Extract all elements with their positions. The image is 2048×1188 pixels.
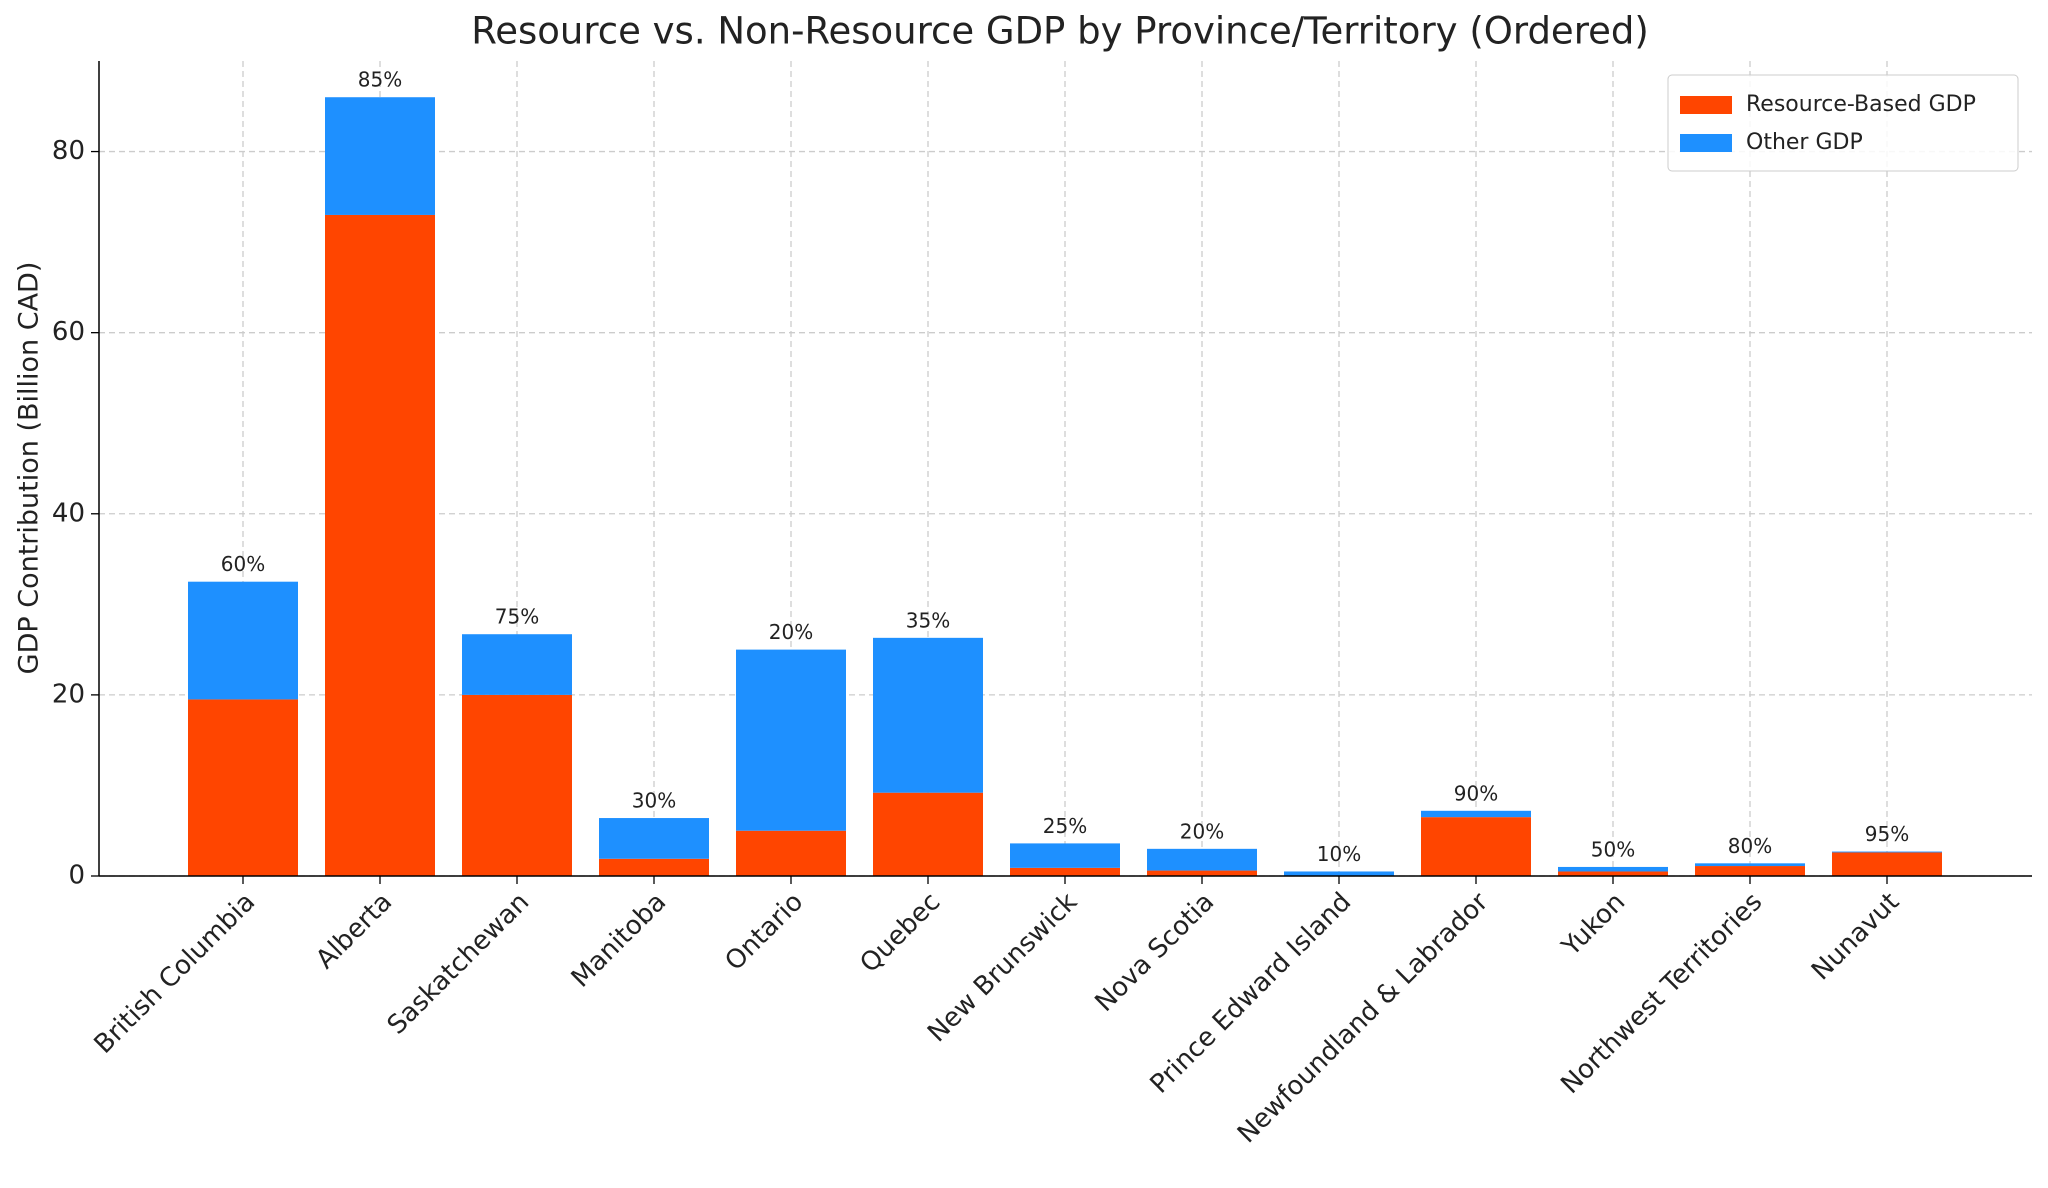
bar-segment bbox=[1558, 866, 1668, 872]
x-tick-label: British Columbia bbox=[89, 887, 262, 1060]
y-tick-label: 0 bbox=[68, 861, 85, 891]
y-tick-label: 60 bbox=[52, 317, 85, 347]
x-tick-label: Nunavut bbox=[1806, 887, 1905, 986]
y-tick-label: 40 bbox=[52, 498, 85, 528]
legend-box bbox=[1667, 74, 2019, 172]
bar-segment bbox=[599, 858, 709, 876]
bar-segment bbox=[1010, 867, 1120, 876]
bar-segment bbox=[188, 699, 298, 876]
legend-label: Other GDP bbox=[1746, 130, 1863, 155]
bar-segment bbox=[1147, 870, 1257, 876]
share-label: 75% bbox=[495, 605, 539, 629]
bar-segment bbox=[736, 830, 846, 876]
x-tick-label: Yukon bbox=[1556, 887, 1632, 963]
share-label: 85% bbox=[358, 68, 402, 92]
bar-segment bbox=[736, 649, 846, 831]
share-label: 25% bbox=[1043, 814, 1087, 838]
bar-segment bbox=[1695, 866, 1805, 876]
bar-segment bbox=[1832, 852, 1942, 876]
y-tick-label: 20 bbox=[52, 679, 85, 709]
bar-segment bbox=[188, 581, 298, 700]
x-tick-label: Nova Scotia bbox=[1089, 887, 1220, 1018]
share-label: 50% bbox=[1591, 837, 1635, 861]
legend-label: Resource-Based GDP bbox=[1746, 92, 1976, 117]
bar-segment bbox=[1010, 843, 1120, 868]
share-label: 10% bbox=[1317, 842, 1361, 866]
bar-segment bbox=[462, 634, 572, 695]
x-tick-label: Quebec bbox=[855, 887, 947, 979]
bar-segment bbox=[462, 694, 572, 876]
x-tick-label: Newfoundland & Labrador bbox=[1232, 887, 1494, 1149]
bar-segment bbox=[873, 792, 983, 876]
bar-segment bbox=[1695, 863, 1805, 867]
bar-segment bbox=[1558, 871, 1668, 876]
y-tick-label: 80 bbox=[52, 136, 85, 166]
bar-segment bbox=[1284, 871, 1394, 876]
x-tick-label: New Brunswick bbox=[922, 887, 1083, 1048]
bar-segment bbox=[873, 637, 983, 793]
legend-swatch bbox=[1680, 134, 1732, 152]
chart-title: Resource vs. Non-Resource GDP by Provinc… bbox=[471, 10, 1649, 53]
bar-segment bbox=[325, 214, 435, 876]
share-label: 20% bbox=[769, 620, 813, 644]
x-tick-label: Saskatchewan bbox=[382, 887, 536, 1041]
bar-segment bbox=[1421, 810, 1531, 818]
bar-segment bbox=[325, 97, 435, 215]
bar-segment bbox=[1147, 848, 1257, 871]
legend-swatch bbox=[1680, 96, 1732, 114]
bar-segment bbox=[1832, 851, 1942, 853]
share-label: 90% bbox=[1454, 781, 1498, 805]
x-tick-label: Ontario bbox=[720, 887, 810, 977]
y-axis-label: GDP Contribution (Billion CAD) bbox=[14, 262, 45, 675]
bar-segment bbox=[599, 818, 709, 859]
x-tick-label: Alberta bbox=[310, 887, 398, 975]
share-label: 30% bbox=[632, 789, 676, 813]
bar-segment bbox=[1421, 817, 1531, 876]
share-label: 35% bbox=[906, 608, 950, 632]
share-label: 60% bbox=[221, 552, 265, 576]
x-tick-label: Manitoba bbox=[566, 887, 672, 993]
share-label: 80% bbox=[1728, 834, 1772, 858]
share-label: 95% bbox=[1865, 822, 1909, 846]
share-label: 20% bbox=[1180, 819, 1224, 843]
